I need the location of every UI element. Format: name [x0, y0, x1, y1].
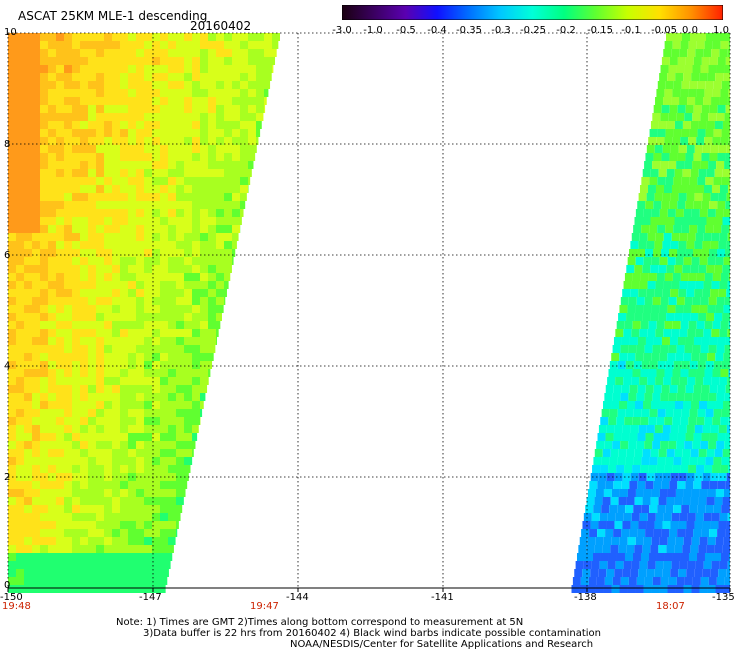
colorbar-label: 1.0 [713, 25, 729, 36]
swath-layer [8, 33, 730, 593]
y-tick-label: 0 [4, 580, 11, 591]
colorbar [342, 5, 723, 20]
footer-note: 3)Data buffer is 22 hrs from 20160402 4)… [143, 628, 601, 639]
colorbar-label: -0.05 [651, 25, 677, 36]
colorbar-label: -0.2 [556, 25, 576, 36]
colorbar-label: -0.4 [427, 25, 447, 36]
pass-time-label: 18:07 [656, 601, 685, 612]
pass-time-label: 19:48 [2, 601, 31, 612]
colorbar-label: -1.0 [363, 25, 383, 36]
x-tick-label: -138 [574, 592, 597, 603]
y-tick-label: 4 [4, 361, 11, 372]
y-tick-label: 8 [4, 139, 11, 150]
product-date: 20160402 [190, 19, 252, 33]
colorbar-label: -0.35 [456, 25, 482, 36]
colorbar-label: -0.1 [621, 25, 641, 36]
x-tick-label: -141 [431, 592, 454, 603]
colorbar-label: -0.5 [396, 25, 416, 36]
colorbar-rect [342, 5, 723, 20]
footer-note: Note: 1) Times are GMT 2)Times along bot… [116, 617, 524, 628]
colorbar-label: -0.25 [520, 25, 546, 36]
colorbar-label: -3.0 [332, 25, 352, 36]
colorbar-label: 0.0 [682, 25, 698, 36]
colorbar-gradient [342, 5, 723, 20]
footer-credit: NOAA/NESDIS/Center for Satellite Applica… [290, 639, 594, 650]
colorbar-label: -0.3 [491, 25, 511, 36]
product-title: ASCAT 25KM MLE-1 descending [18, 9, 208, 23]
x-tick-label: -144 [286, 592, 309, 603]
x-tick-label: -135 [712, 592, 735, 603]
y-tick-label: 10 [4, 27, 17, 38]
colorbar-label: -0.15 [587, 25, 613, 36]
gridlines [7, 32, 731, 592]
x-tick-label: -150 [0, 592, 23, 603]
y-tick-label: 2 [4, 472, 11, 483]
pass-time-label: 19:47 [250, 601, 279, 612]
x-tick-label: -147 [139, 592, 162, 603]
y-tick-label: 6 [4, 250, 11, 261]
